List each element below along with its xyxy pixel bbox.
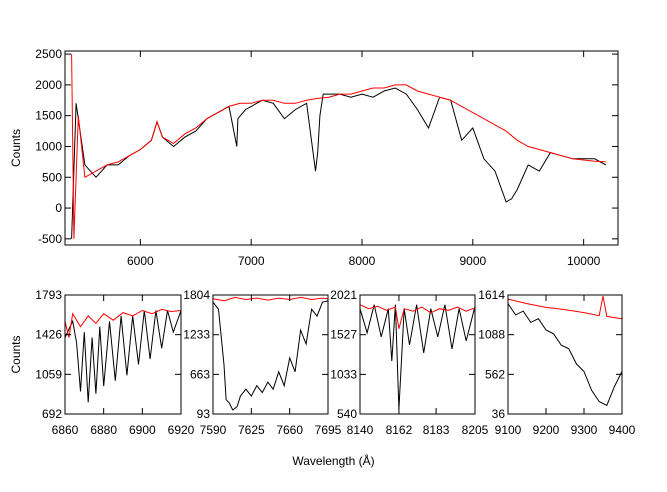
plot-frame-1 [64,294,182,415]
y-tick-label-1: 1059 [35,367,62,381]
x-tick-label-0: 7000 [238,254,265,268]
y-tick-label-4: 1614 [478,288,505,302]
x-tick-label-0: 8000 [349,254,376,268]
x-tick-label-1: 6860 [52,423,79,437]
x-tick-label-0: 6000 [127,254,154,268]
x-tick-label-2: 7660 [276,423,303,437]
y-tick-label-2: 1233 [183,328,210,342]
y-tick-label-4: 562 [485,367,505,381]
x-tick-label-3: 8140 [347,423,374,437]
series-observed-panel-2 [213,300,328,411]
series-observed-panel-3 [360,304,475,410]
y-tick-label-3: 540 [337,407,357,421]
y-tick-label-0: -500 [38,232,62,246]
x-tick-label-2: 7625 [238,423,265,437]
plot-frame-4 [507,294,623,415]
y-tick-label-0: 2500 [35,47,62,61]
series-corrected-panel-0 [71,54,606,239]
series-corrected-panel-3 [360,304,475,329]
series-observed-panel-1 [65,310,181,403]
y-tick-label-1: 1793 [35,288,62,302]
x-tick-label-4: 9300 [571,423,598,437]
x-tick-label-1: 6880 [90,423,117,437]
y-tick-label-0: 500 [42,170,62,184]
y-tick-label-0: 0 [55,201,62,215]
x-tick-label-3: 8183 [423,423,450,437]
x-tick-label-1: 6900 [129,423,156,437]
y-tick-label-3: 2021 [330,288,357,302]
y-tick-label-3: 1033 [330,367,357,381]
y-tick-label-0: 2000 [35,78,62,92]
series-corrected-panel-1 [65,308,181,338]
y-axis-label-1: Counts [9,335,23,373]
series-corrected-panel-2 [213,296,328,302]
y-tick-label-0: 1000 [35,139,62,153]
x-tick-label-1: 6920 [168,423,195,437]
y-axis-label-0: Counts [9,129,23,167]
x-tick-label-3: 8162 [386,423,413,437]
series-observed-panel-4 [508,303,622,407]
y-tick-label-2: 1804 [183,288,210,302]
shared-x-axis-label: Wavelength (Å) [292,454,375,468]
y-tick-label-2: 663 [190,367,210,381]
plot-frame-3 [359,294,476,415]
y-tick-label-2: 93 [197,407,211,421]
x-tick-label-2: 7590 [200,423,227,437]
plot-frame-2 [212,294,329,415]
y-tick-label-3: 1527 [330,328,357,342]
y-tick-label-4: 1088 [478,328,505,342]
x-tick-label-4: 9200 [533,423,560,437]
plot-frame-0 [64,50,619,246]
x-tick-label-4: 9400 [609,423,636,437]
y-tick-label-1: 692 [42,407,62,421]
y-tick-label-1: 1426 [35,328,62,342]
x-tick-label-0: 10000 [567,254,601,268]
series-observed-panel-0 [71,87,607,239]
y-tick-label-4: 36 [492,407,506,421]
x-tick-label-3: 8205 [462,423,489,437]
series-corrected-panel-4 [508,296,622,320]
x-tick-label-2: 7695 [315,423,342,437]
y-tick-label-0: 1500 [35,109,62,123]
x-tick-label-0: 9000 [459,254,486,268]
x-tick-label-4: 9100 [495,423,522,437]
